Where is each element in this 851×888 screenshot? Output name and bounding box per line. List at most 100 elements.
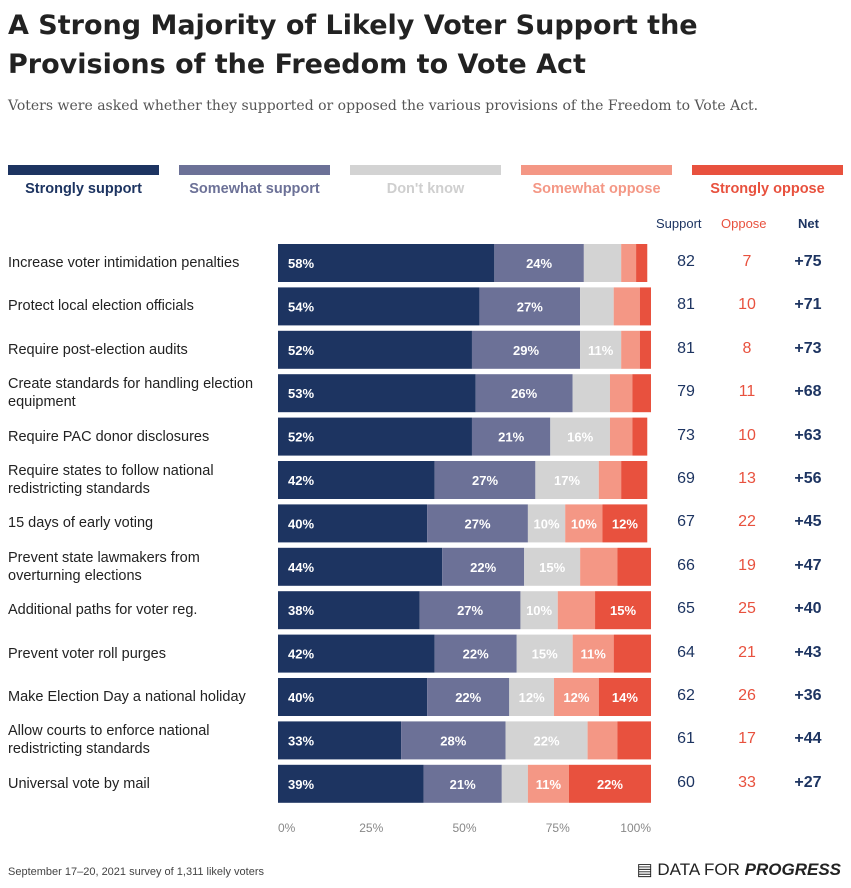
x-tick-label: 75%	[546, 821, 570, 835]
bar-segment-somewhat-oppose	[565, 504, 603, 543]
bar-segment-somewhat-support	[427, 504, 528, 543]
col-head-support: Support	[656, 216, 702, 231]
x-tick-label: 100%	[620, 821, 651, 835]
bar-segment-strongly-oppose	[595, 591, 651, 630]
net-value: +68	[794, 383, 822, 401]
bar-chart-icon: ▤	[636, 860, 653, 879]
row-label: Make Election Day a national holiday	[8, 689, 246, 705]
legend-label: Don't know	[386, 181, 465, 197]
row-label: Additional paths for voter reg.	[8, 602, 198, 619]
bar-segment-somewhat-support	[475, 374, 573, 413]
net-value: +43	[794, 643, 822, 661]
support-value: 73	[677, 426, 695, 444]
data-label: 22%	[597, 777, 623, 792]
data-label: 21%	[450, 777, 476, 792]
col-head-oppose: Oppose	[721, 216, 767, 231]
row-label: Create standards for handling election e…	[8, 376, 254, 411]
legend-label: Somewhat support	[189, 181, 320, 197]
net-value: +56	[794, 470, 822, 487]
support-value: 60	[677, 773, 695, 791]
net-value: +73	[794, 339, 822, 357]
bar-segment-strongly-support	[278, 721, 402, 760]
net-value: +40	[794, 600, 822, 618]
data-label: 44%	[288, 560, 314, 575]
data-label: 12%	[519, 690, 545, 705]
bar-segment-dont-know	[501, 764, 528, 803]
data-label: 27%	[465, 516, 491, 531]
legend-swatch	[350, 165, 501, 175]
legend-swatch	[179, 165, 330, 175]
support-value: 64	[677, 643, 695, 661]
bar-segment-somewhat-support	[427, 678, 510, 716]
bar-segment-strongly-oppose	[639, 330, 651, 369]
bar-segment-somewhat-support	[442, 547, 525, 586]
oppose-value: 19	[738, 556, 756, 574]
data-label: 10%	[571, 516, 597, 531]
net-value: +45	[794, 513, 822, 531]
logo-brand: PROGRESS	[744, 860, 841, 879]
bar-segment-dont-know	[505, 721, 588, 760]
data-label: 27%	[517, 299, 543, 314]
row-label: 15 days of early voting	[8, 515, 154, 532]
data-label: 21%	[498, 430, 524, 445]
bar-segment-dont-know	[509, 678, 555, 716]
oppose-value: 11	[738, 383, 756, 401]
data-label: 11%	[588, 343, 614, 358]
legend-swatch	[692, 165, 843, 175]
data-label: 40%	[288, 516, 314, 531]
bar-segment-strongly-oppose	[636, 244, 648, 282]
data-label: 10%	[526, 603, 552, 618]
legend: Strongly support Somewhat support Don't kn…	[8, 165, 843, 205]
oppose-value: 10	[738, 426, 756, 444]
data-label: 42%	[288, 473, 314, 488]
bar-segment-somewhat-support	[479, 287, 581, 326]
bar-segment-somewhat-oppose	[621, 244, 637, 282]
bar-segment-strongly-support	[278, 417, 472, 456]
support-value: 65	[677, 600, 695, 618]
bar-segment-somewhat-support	[434, 634, 517, 673]
oppose-value: 17	[738, 730, 756, 748]
brand-logo: ▤ DATA FOR PROGRESS	[637, 860, 841, 880]
bar-segment-somewhat-oppose	[587, 721, 618, 760]
support-value: 79	[677, 383, 695, 401]
data-label: 12%	[563, 690, 589, 705]
bar-segment-somewhat-oppose	[598, 461, 622, 499]
bar-segment-somewhat-oppose	[580, 547, 618, 586]
oppose-value: 21	[738, 643, 756, 661]
x-tick-label: 50%	[452, 821, 476, 835]
data-label: 17%	[554, 473, 580, 488]
bar-segment-dont-know	[520, 591, 558, 630]
bar-segment-somewhat-oppose	[609, 417, 633, 456]
support-value: 69	[677, 470, 695, 487]
legend-label: Somewhat oppose	[532, 181, 661, 197]
bar-segment-strongly-support	[278, 374, 476, 413]
data-label: 11%	[536, 777, 562, 792]
support-value: 66	[677, 556, 695, 574]
row-label: Require post-election audits	[8, 341, 188, 358]
bar-segment-dont-know	[516, 634, 573, 673]
oppose-value: 10	[738, 296, 756, 314]
net-value: +47	[794, 556, 822, 574]
support-value: 82	[677, 253, 695, 270]
row-label: Increase voter intimidation penalties	[8, 255, 240, 271]
data-label: 28%	[440, 733, 466, 748]
data-label: 33%	[288, 733, 314, 748]
net-value: +63	[794, 426, 822, 444]
data-label: 42%	[288, 647, 314, 662]
x-tick-label: 25%	[359, 821, 383, 835]
bar-segment-strongly-oppose	[602, 504, 648, 543]
data-label: 24%	[526, 256, 552, 271]
legend-swatch	[8, 165, 159, 175]
data-label: 12%	[612, 516, 638, 531]
bar-segment-strongly-oppose	[621, 461, 648, 499]
bar-segment-somewhat-oppose	[609, 374, 633, 413]
logo-prefix: DATA FOR	[657, 860, 740, 879]
bar-segment-dont-know	[524, 547, 581, 586]
row-label: Prevent voter roll purges	[8, 645, 166, 662]
data-label: 38%	[288, 603, 314, 618]
data-label: 40%	[288, 690, 314, 705]
data-label: 26%	[511, 386, 537, 401]
bar-segment-somewhat-support	[471, 330, 581, 369]
bar-segment-somewhat-oppose	[554, 678, 599, 716]
bar-segment-strongly-oppose	[632, 417, 648, 456]
